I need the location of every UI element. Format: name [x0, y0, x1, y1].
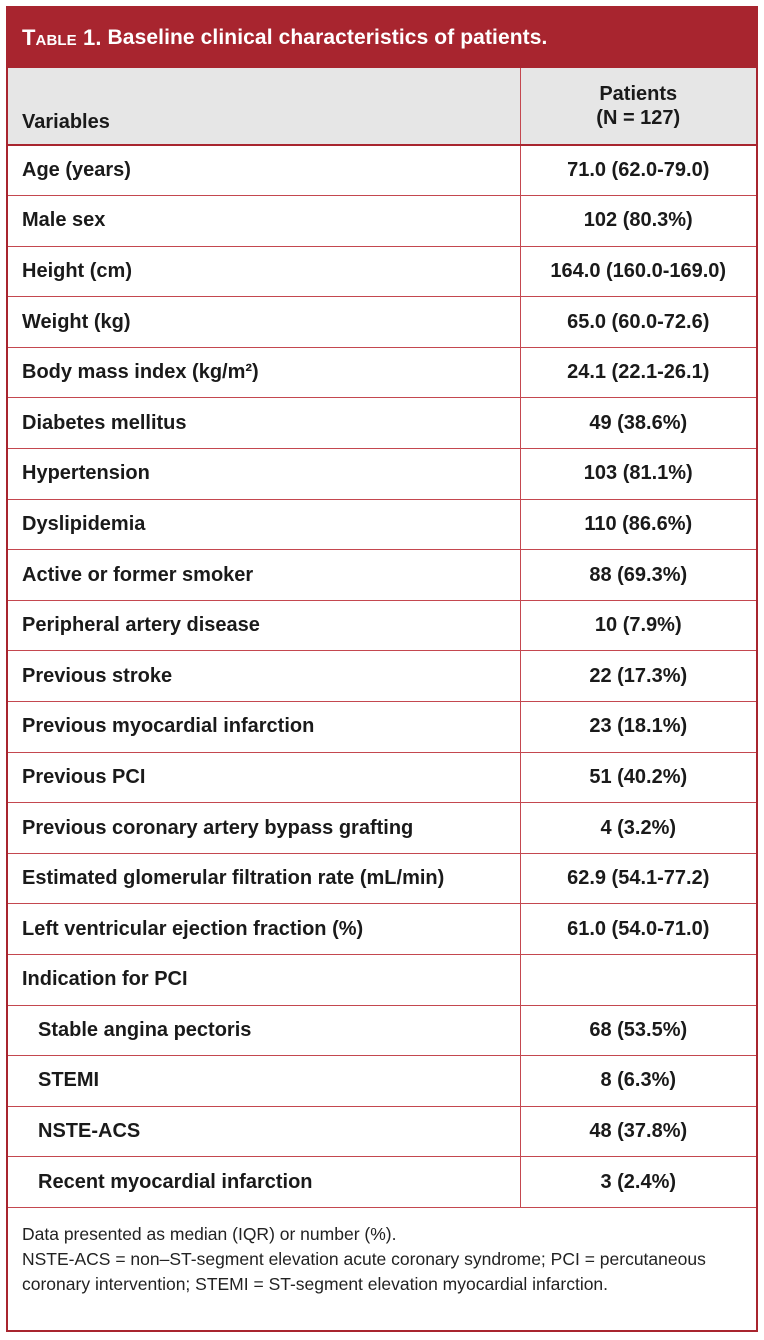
row-variable: Active or former smoker — [8, 549, 520, 601]
row-variable: Body mass index (kg/m²) — [8, 347, 520, 399]
row-value: 71.0 (62.0-79.0) — [519, 145, 756, 197]
row-variable: Peripheral artery disease — [8, 600, 520, 652]
table-row: Hypertension 103 (81.1%) — [8, 448, 756, 500]
header-patients: Patients (N = 127) — [519, 68, 756, 146]
table-row: Height (cm) 164.0 (160.0-169.0) — [8, 246, 756, 298]
table-row: Indication for PCI — [8, 954, 756, 1006]
table-row: Left ventricular ejection fraction (%) 61… — [8, 903, 756, 955]
table-row: Estimated glomerular filtration rate (mL… — [8, 853, 756, 905]
row-variable: STEMI — [8, 1055, 520, 1107]
row-variable: Indication for PCI — [8, 954, 520, 1006]
table-row: Diabetes mellitus 49 (38.6%) — [8, 397, 756, 450]
row-variable: Previous myocardial infarction — [8, 701, 520, 753]
table-frame: Table 1. Baseline clinical characteristi… — [6, 6, 758, 1332]
row-variable: Hypertension — [8, 448, 520, 500]
row-value: 23 (18.1%) — [519, 701, 756, 753]
table-row: Body mass index (kg/m²) 24.1 (22.1-26.1) — [8, 347, 756, 399]
row-value: 102 (80.3%) — [519, 195, 756, 247]
row-variable: Weight (kg) — [8, 296, 520, 348]
table-row: Peripheral artery disease 10 (7.9%) — [8, 600, 756, 652]
row-variable: Height (cm) — [8, 246, 520, 298]
characteristics-table: Variables Patients (N = 127) Age (years)… — [8, 68, 756, 1208]
footnote-line2: NSTE-ACS = non–ST-segment elevation acut… — [22, 1248, 706, 1294]
row-value: 110 (86.6%) — [519, 499, 756, 551]
row-value: 22 (17.3%) — [519, 650, 756, 703]
table-body: Age (years) 71.0 (62.0-79.0) Male sex 102 (… — [8, 145, 756, 1208]
row-value: 24.1 (22.1-26.1) — [519, 347, 756, 399]
row-value: 164.0 (160.0-169.0) — [519, 246, 756, 298]
header-patients-line2: (N = 127) — [596, 107, 681, 129]
row-value: 65.0 (60.0-72.6) — [519, 296, 756, 348]
header-patients-line1: Patients — [599, 83, 678, 105]
row-value: 61.0 (54.0-71.0) — [519, 903, 756, 955]
row-variable: Estimated glomerular filtration rate (mL… — [8, 853, 520, 905]
row-variable: Dyslipidemia — [8, 499, 520, 551]
row-value: 51 (40.2%) — [519, 752, 756, 804]
table-row: Previous PCI 51 (40.2%) — [8, 752, 756, 804]
row-variable: Diabetes mellitus — [8, 397, 520, 450]
row-value: 49 (38.6%) — [519, 397, 756, 450]
table-row: Previous coronary artery bypass grafting… — [8, 802, 756, 854]
row-variable: Age (years) — [8, 145, 520, 197]
table-row: Previous stroke 22 (17.3%) — [8, 650, 756, 703]
row-value: 68 (53.5%) — [519, 1005, 756, 1057]
row-value — [519, 954, 756, 1006]
table-footnote: Data presented as median (IQR) or number… — [8, 1208, 756, 1297]
row-value: 4 (3.2%) — [519, 802, 756, 854]
table-label: Table 1. — [22, 25, 102, 50]
row-variable: Previous stroke — [8, 650, 520, 703]
row-value: 103 (81.1%) — [519, 448, 756, 500]
header-variables: Variables — [8, 68, 520, 146]
table-caption: Baseline clinical characteristics of pat… — [107, 26, 548, 49]
footnote-line1: Data presented as median (IQR) or number… — [22, 1223, 397, 1244]
row-variable: Previous coronary artery bypass grafting — [8, 802, 520, 854]
row-variable: Stable angina pectoris — [8, 1005, 520, 1057]
table-row: Stable angina pectoris 68 (53.5%) — [8, 1005, 756, 1057]
header-row: Variables Patients (N = 127) — [8, 68, 756, 146]
table-row: Previous myocardial infarction 23 (18.1%) — [8, 701, 756, 753]
row-variable: Recent myocardial infarction — [8, 1156, 520, 1208]
row-value: 3 (2.4%) — [519, 1156, 756, 1208]
row-value: 88 (69.3%) — [519, 549, 756, 601]
table-row: Recent myocardial infarction 3 (2.4%) — [8, 1156, 756, 1208]
row-value: 8 (6.3%) — [519, 1055, 756, 1107]
table-title-bar: Table 1. Baseline clinical characteristi… — [8, 8, 756, 68]
table-row: STEMI 8 (6.3%) — [8, 1055, 756, 1107]
table-row: Age (years) 71.0 (62.0-79.0) — [8, 145, 756, 197]
row-value: 10 (7.9%) — [519, 600, 756, 652]
row-value: 48 (37.8%) — [519, 1106, 756, 1158]
table-row: NSTE-ACS 48 (37.8%) — [8, 1106, 756, 1158]
row-variable: Previous PCI — [8, 752, 520, 804]
row-variable: Left ventricular ejection fraction (%) — [8, 903, 520, 955]
table-row: Weight (kg) 65.0 (60.0-72.6) — [8, 296, 756, 348]
row-variable: Male sex — [8, 195, 520, 247]
table-row: Active or former smoker 88 (69.3%) — [8, 549, 756, 601]
row-variable: NSTE-ACS — [8, 1106, 520, 1158]
table-row: Male sex 102 (80.3%) — [8, 195, 756, 247]
table-row: Dyslipidemia 110 (86.6%) — [8, 499, 756, 551]
row-value: 62.9 (54.1-77.2) — [519, 853, 756, 905]
